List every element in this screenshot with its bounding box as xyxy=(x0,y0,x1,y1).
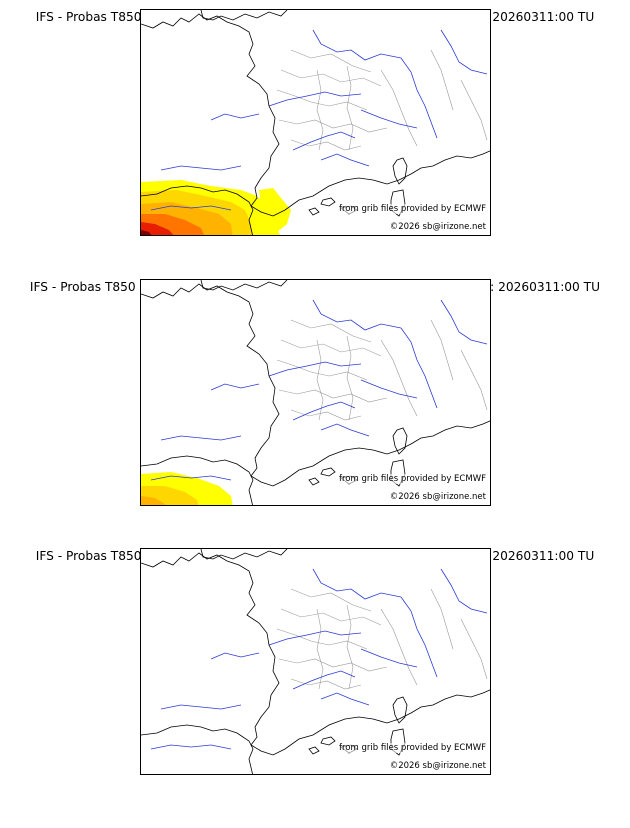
coastline xyxy=(141,455,254,505)
probability-area xyxy=(141,222,174,235)
river xyxy=(160,165,242,171)
island xyxy=(320,197,336,207)
data-source-credit: from grib files provided by ECMWF xyxy=(339,204,486,214)
admin-border xyxy=(316,608,324,690)
coastline xyxy=(141,185,254,235)
admin-border xyxy=(380,608,418,686)
probability-area xyxy=(141,496,166,505)
island xyxy=(390,459,406,487)
data-source-credit: from grib files provided by ECMWF xyxy=(339,743,486,753)
admin-border xyxy=(280,339,382,357)
coastline xyxy=(141,283,490,487)
coastline xyxy=(200,10,288,21)
admin-border xyxy=(430,319,454,381)
river xyxy=(160,704,242,710)
river xyxy=(268,91,362,107)
admin-border xyxy=(430,49,454,111)
admin-border xyxy=(460,349,488,411)
admin-border xyxy=(346,604,354,690)
island xyxy=(308,746,320,755)
admin-border xyxy=(280,608,382,626)
island xyxy=(308,207,320,216)
admin-border xyxy=(278,389,388,403)
probability-map: from grib files provided by ECMWF ©2026 … xyxy=(140,279,491,506)
coastline xyxy=(141,13,490,217)
river xyxy=(160,435,242,441)
island xyxy=(320,467,336,477)
probability-area xyxy=(141,230,152,235)
island xyxy=(390,728,406,756)
admin-border xyxy=(276,89,368,111)
admin-border xyxy=(280,69,382,87)
island xyxy=(392,696,408,724)
map-svg xyxy=(141,280,490,505)
river xyxy=(210,383,260,391)
copyright-credit: ©2026 sb@irizone.net xyxy=(389,761,486,771)
island xyxy=(392,157,408,185)
coastline xyxy=(200,549,288,560)
island xyxy=(390,189,406,217)
river xyxy=(320,692,370,706)
admin-border xyxy=(346,65,354,151)
river xyxy=(292,131,356,151)
admin-border xyxy=(290,139,362,151)
admin-border xyxy=(290,409,362,421)
river xyxy=(150,475,232,481)
coastline xyxy=(200,280,288,291)
coastline xyxy=(141,552,490,756)
island xyxy=(320,736,336,746)
river xyxy=(440,568,488,614)
river xyxy=(150,205,232,211)
admin-border xyxy=(316,69,324,151)
map-svg xyxy=(141,10,490,235)
admin-border xyxy=(290,49,372,73)
copyright-credit: ©2026 sb@irizone.net xyxy=(389,492,486,502)
river xyxy=(400,327,438,409)
river xyxy=(360,648,418,668)
admin-border xyxy=(276,628,368,650)
river xyxy=(440,29,488,75)
river xyxy=(268,361,362,377)
admin-border xyxy=(278,119,388,133)
river xyxy=(150,744,232,750)
river xyxy=(312,299,402,331)
admin-border xyxy=(380,69,418,147)
admin-border xyxy=(278,658,388,672)
river xyxy=(292,670,356,690)
admin-border xyxy=(290,319,372,343)
admin-border xyxy=(276,359,368,381)
admin-border xyxy=(316,339,324,421)
data-source-credit: from grib files provided by ECMWF xyxy=(339,474,486,484)
river xyxy=(210,652,260,660)
admin-border xyxy=(290,588,372,612)
admin-border xyxy=(380,339,418,417)
probability-area xyxy=(259,188,291,232)
map-svg xyxy=(141,549,490,774)
island xyxy=(308,477,320,486)
river xyxy=(400,596,438,678)
probability-map: from grib files provided by ECMWF ©2026 … xyxy=(140,9,491,236)
river xyxy=(360,109,418,129)
probability-map: from grib files provided by ECMWF ©2026 … xyxy=(140,548,491,775)
river xyxy=(312,568,402,600)
river xyxy=(320,423,370,437)
river xyxy=(268,630,362,646)
river xyxy=(320,153,370,167)
river xyxy=(360,379,418,399)
admin-border xyxy=(430,588,454,650)
river xyxy=(440,299,488,345)
admin-border xyxy=(460,618,488,680)
coastline xyxy=(141,724,254,774)
admin-border xyxy=(290,678,362,690)
river xyxy=(292,401,356,421)
river xyxy=(312,29,402,61)
copyright-credit: ©2026 sb@irizone.net xyxy=(389,222,486,232)
admin-border xyxy=(460,79,488,141)
island xyxy=(392,427,408,455)
river xyxy=(400,57,438,139)
admin-border xyxy=(346,335,354,421)
river xyxy=(210,113,260,121)
